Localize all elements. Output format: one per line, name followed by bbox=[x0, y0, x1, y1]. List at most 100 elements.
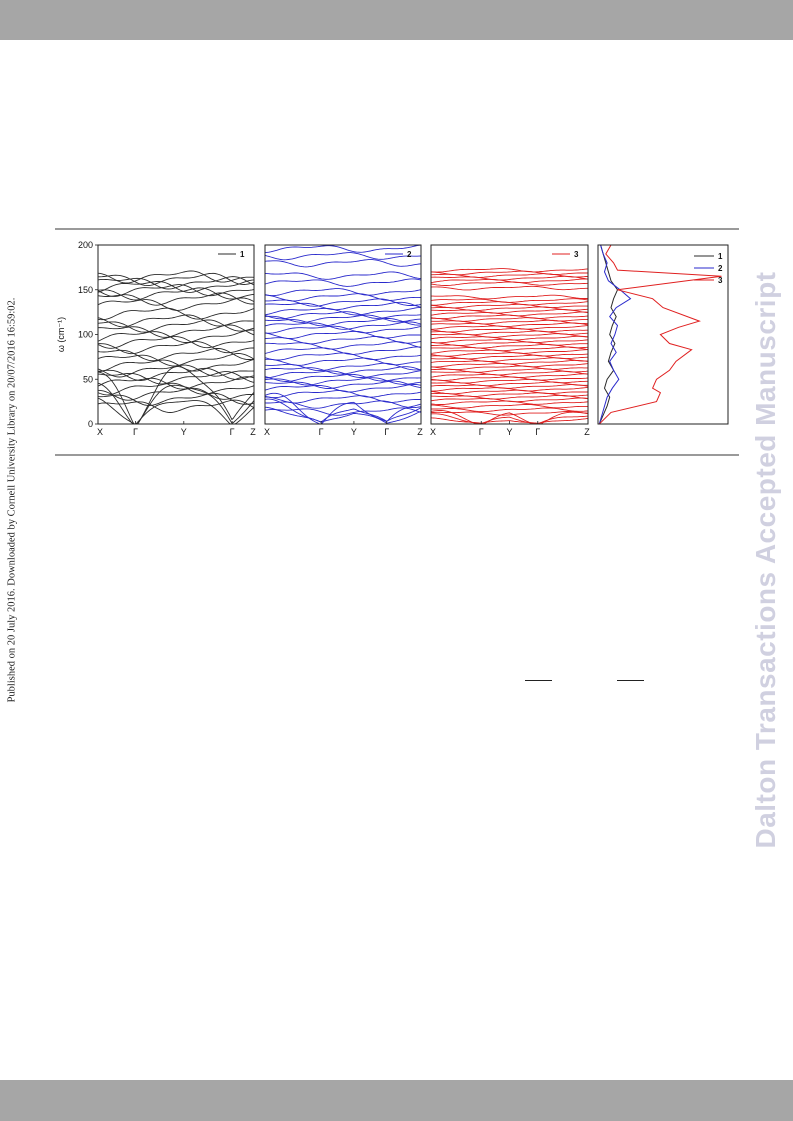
x-tick-label: Y bbox=[181, 427, 187, 437]
phonon-branch bbox=[431, 268, 588, 273]
short-rule bbox=[525, 680, 552, 681]
phonon-branch bbox=[431, 281, 588, 286]
short-rule bbox=[617, 680, 644, 681]
figure-rule-bottom bbox=[55, 454, 739, 456]
panel-dos-lines bbox=[598, 245, 722, 424]
phonon-branch bbox=[265, 293, 421, 302]
panel-1-lines bbox=[98, 270, 254, 424]
phonon-branch bbox=[265, 406, 421, 424]
legend-label: 3 bbox=[574, 250, 579, 259]
phonon-branch bbox=[431, 384, 588, 389]
y-tick-label: 50 bbox=[83, 374, 93, 384]
phonon-branch bbox=[431, 389, 588, 395]
phonon-branch bbox=[265, 307, 421, 316]
x-tick-label: Γ bbox=[384, 427, 389, 437]
phonon-branch bbox=[265, 330, 421, 339]
phonon-branch bbox=[265, 311, 421, 320]
phonon-branch bbox=[431, 278, 588, 284]
phonon-branch bbox=[98, 287, 254, 301]
phonon-branch bbox=[265, 352, 421, 361]
phonon-branch bbox=[431, 359, 588, 365]
phonon-branch bbox=[431, 376, 588, 381]
phonon-branch bbox=[265, 245, 421, 254]
y-tick-label: 200 bbox=[78, 240, 93, 250]
phonon-branch bbox=[431, 311, 588, 317]
phonon-branch bbox=[98, 307, 254, 321]
phonon-branch bbox=[431, 335, 588, 341]
phonon-branch bbox=[265, 395, 421, 404]
x-tick-label: Γ bbox=[230, 427, 235, 437]
phonon-branch bbox=[431, 411, 588, 416]
phonon-branch bbox=[431, 275, 588, 281]
phonon-branch bbox=[431, 397, 588, 403]
phonon-branch bbox=[98, 397, 254, 424]
x-tick-label: Y bbox=[506, 427, 512, 437]
phonon-branch bbox=[98, 399, 254, 413]
phonon-branch bbox=[431, 317, 588, 322]
phonon-branch bbox=[265, 380, 421, 389]
dos-curve-3 bbox=[598, 245, 722, 424]
dos-curve-1 bbox=[598, 245, 619, 424]
y-tick-label: 150 bbox=[78, 285, 93, 295]
phonon-branch bbox=[98, 284, 254, 297]
phonon-branch bbox=[98, 382, 254, 396]
manuscript-watermark: Dalton Transactions Accepted Manuscript bbox=[750, 271, 781, 849]
figure-rule-top bbox=[55, 228, 739, 230]
y-axis-label: ω (cm⁻¹) bbox=[56, 317, 66, 352]
phonon-branch bbox=[98, 324, 254, 338]
x-tick-label: Γ bbox=[319, 427, 324, 437]
phonon-branch bbox=[265, 271, 421, 280]
x-tick-label: Γ bbox=[479, 427, 484, 437]
phonon-branch bbox=[98, 387, 254, 401]
phonon-branch bbox=[431, 303, 588, 309]
phonon-branch bbox=[265, 252, 421, 261]
phonon-branch bbox=[431, 407, 588, 413]
panel-3-lines bbox=[431, 268, 588, 424]
phonon-branch bbox=[265, 407, 421, 416]
panel-2-lines bbox=[265, 245, 421, 424]
phonon-branch bbox=[98, 314, 254, 328]
phonon-branch bbox=[431, 328, 588, 333]
panel-frame bbox=[430, 244, 589, 425]
x-tick-label: Z bbox=[250, 427, 256, 437]
top-bar bbox=[0, 0, 793, 40]
phonon-branch bbox=[431, 306, 588, 311]
phonon-branch bbox=[265, 346, 421, 355]
phonon-branch bbox=[431, 322, 588, 328]
phonon-branch bbox=[265, 336, 421, 345]
phonon-branch bbox=[431, 330, 588, 336]
phonon-branch bbox=[265, 398, 421, 423]
x-tick-label: Γ bbox=[535, 427, 540, 437]
phonon-branch bbox=[431, 410, 588, 424]
panel-frame bbox=[264, 244, 422, 425]
phonon-branch bbox=[431, 365, 588, 371]
phonon-branch bbox=[431, 341, 588, 346]
phonon-branch bbox=[265, 390, 421, 399]
phonon-branch bbox=[98, 336, 254, 349]
phonon-branch bbox=[431, 294, 588, 300]
phonon-branch bbox=[98, 276, 254, 290]
phonon-branch bbox=[265, 392, 421, 424]
legend-label: 1 bbox=[240, 250, 245, 259]
phonon-branch bbox=[431, 373, 588, 378]
phonon-branch bbox=[431, 325, 588, 330]
y-tick-label: 0 bbox=[88, 419, 93, 429]
phonon-branch bbox=[265, 318, 421, 327]
phonon-branch bbox=[98, 270, 254, 284]
bottom-bar bbox=[0, 1080, 793, 1121]
x-tick-label: Z bbox=[417, 427, 423, 437]
panel-frame bbox=[597, 244, 729, 425]
x-tick-label: X bbox=[97, 427, 103, 437]
phonon-branch bbox=[431, 349, 588, 354]
phonon-branch bbox=[265, 288, 421, 297]
phonon-branch bbox=[98, 364, 254, 378]
phonon-branch bbox=[265, 373, 421, 382]
x-tick-label: X bbox=[264, 427, 270, 437]
phonon-branch bbox=[431, 413, 588, 424]
phonon-branch bbox=[98, 297, 254, 311]
phonon-branch bbox=[431, 354, 588, 360]
phonon-branch bbox=[431, 404, 588, 409]
phonon-branch bbox=[431, 352, 588, 357]
phonon-branch bbox=[265, 357, 421, 366]
phonon-branch bbox=[265, 314, 421, 323]
